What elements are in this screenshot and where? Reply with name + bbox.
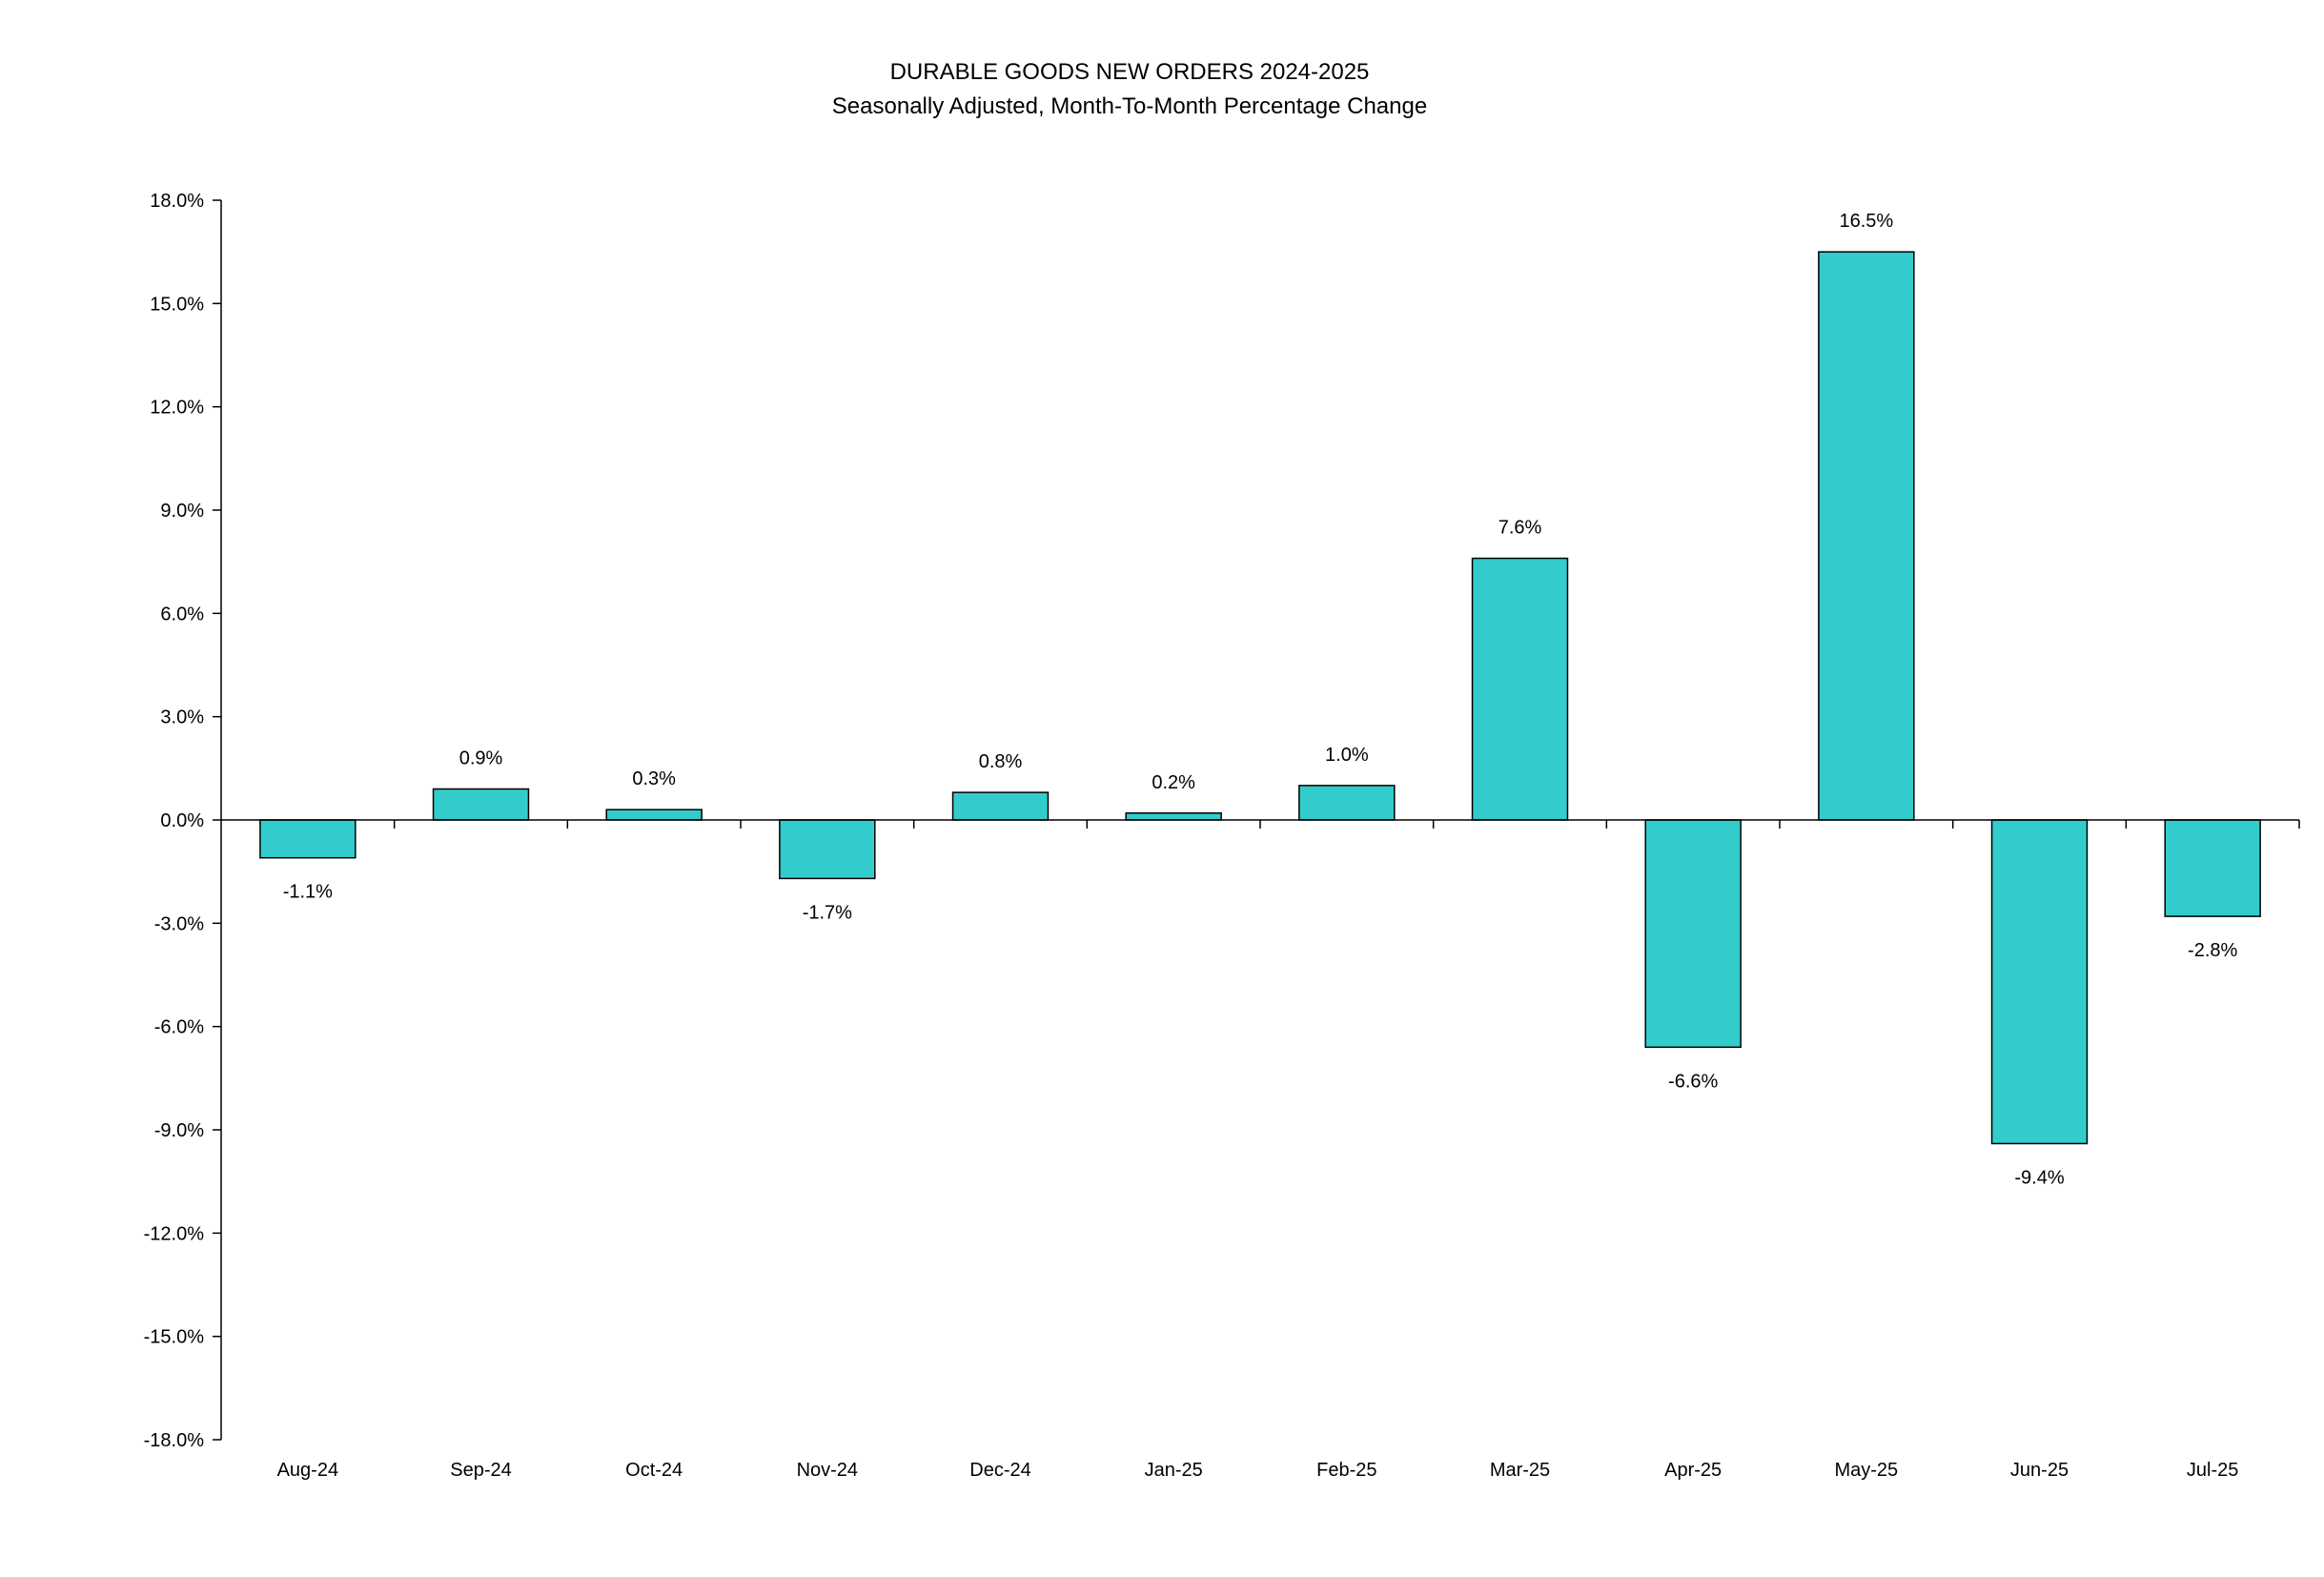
bar-Jun-25	[1990, 819, 2089, 1145]
data-label: -1.7%	[803, 902, 852, 923]
y-tick-label: 15.0%	[150, 294, 204, 315]
bar-May-25	[1818, 251, 1915, 821]
x-tick-label: May-25	[1834, 1460, 1898, 1481]
data-label: -1.1%	[283, 882, 333, 903]
bar-Aug-24	[259, 819, 357, 859]
x-tick-label: Aug-24	[277, 1460, 339, 1481]
bar-Jul-25	[2164, 819, 2261, 917]
data-label: 0.2%	[1152, 772, 1195, 793]
x-tick-label: Apr-25	[1664, 1460, 1722, 1481]
data-label: 16.5%	[1839, 211, 1893, 232]
x-tick-label: Mar-25	[1490, 1460, 1550, 1481]
bar-Feb-25	[1298, 785, 1396, 821]
bars-layer	[259, 251, 2261, 1145]
chart-title: DURABLE GOODS NEW ORDERS 2024-2025	[889, 59, 1370, 85]
y-tick-label: -12.0%	[144, 1223, 205, 1244]
data-label: -9.4%	[2014, 1167, 2064, 1188]
x-tick-label: Jan-25	[1145, 1460, 1203, 1481]
y-tick-label: 18.0%	[150, 191, 204, 212]
data-label: 0.9%	[459, 748, 503, 769]
x-tick-label: Nov-24	[797, 1460, 858, 1481]
y-tick-label: -9.0%	[154, 1120, 204, 1141]
chart-title-block: DURABLE GOODS NEW ORDERS 2024-2025 Seaso…	[0, 55, 2259, 124]
y-tick-label: 12.0%	[150, 398, 204, 419]
x-tick-label: Oct-24	[625, 1460, 683, 1481]
y-tick-label: 3.0%	[160, 707, 204, 728]
x-tick-label: Jun-25	[2010, 1460, 2069, 1481]
y-tick-label: -15.0%	[144, 1327, 205, 1348]
x-tick-label: Feb-25	[1316, 1460, 1376, 1481]
bar-Oct-24	[605, 809, 703, 821]
y-tick-label: -3.0%	[154, 913, 204, 934]
data-label: 0.3%	[632, 768, 676, 789]
x-tick-label: Dec-24	[969, 1460, 1030, 1481]
data-label: 7.6%	[1498, 518, 1542, 539]
bar-Nov-24	[779, 819, 876, 880]
bar-Apr-25	[1644, 819, 1742, 1049]
y-tick-label: 9.0%	[160, 501, 204, 522]
y-tick-label: -6.0%	[154, 1017, 204, 1038]
data-label: -2.8%	[2188, 940, 2237, 961]
data-label: 1.0%	[1325, 745, 1369, 766]
y-tick-label: 0.0%	[160, 810, 204, 831]
x-tick-label: Jul-25	[2187, 1460, 2238, 1481]
y-tick-label: -18.0%	[144, 1430, 205, 1451]
bar-Sep-24	[432, 788, 530, 821]
bar-Jan-25	[1125, 812, 1222, 821]
bar-Mar-25	[1471, 557, 1569, 821]
chart-subtitle: Seasonally Adjusted, Month-To-Month Perc…	[831, 93, 1428, 119]
labels-layer: 18.0% 15.0% 12.0% 9.0% 6.0% 3.0% 0.0% -3.0% -6.0…	[144, 191, 2239, 1481]
data-label: -6.6%	[1668, 1071, 1718, 1092]
y-tick-label: 6.0%	[160, 604, 204, 625]
x-tick-label: Sep-24	[450, 1460, 512, 1481]
data-label: 0.8%	[979, 751, 1023, 772]
axis-layer	[213, 199, 2300, 1441]
bar-Dec-24	[951, 791, 1050, 821]
